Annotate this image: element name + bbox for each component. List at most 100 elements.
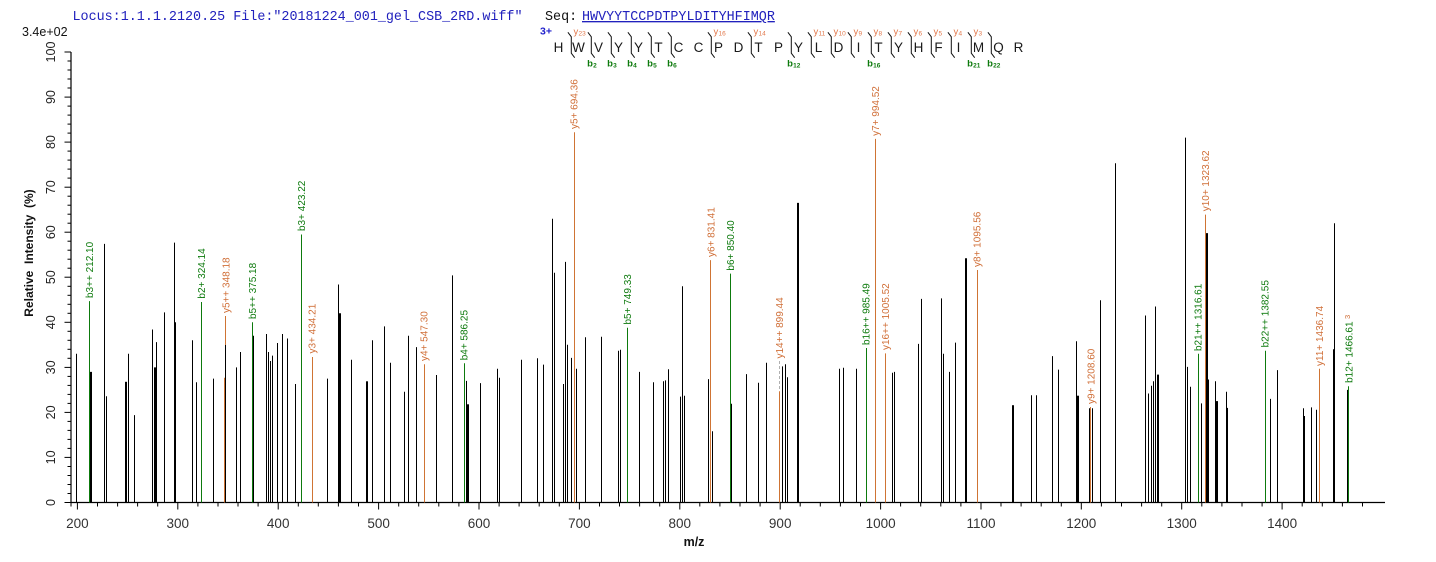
svg-text:90: 90 xyxy=(44,90,58,104)
svg-text:y11+ 1436.74: y11+ 1436.74 xyxy=(1315,305,1326,366)
svg-text:y14++ 899.44: y14++ 899.44 xyxy=(775,297,786,359)
svg-text:y: y xyxy=(974,27,979,38)
svg-text:6: 6 xyxy=(919,31,923,38)
svg-text:5: 5 xyxy=(939,31,943,38)
svg-text:y5++ 348.18: y5++ 348.18 xyxy=(222,257,233,313)
svg-text:23: 23 xyxy=(579,31,587,38)
svg-text:16: 16 xyxy=(873,63,881,70)
svg-text:T: T xyxy=(654,40,662,55)
svg-text:10: 10 xyxy=(839,31,847,38)
svg-text:y3+ 434.21: y3+ 434.21 xyxy=(308,303,319,353)
svg-text:2: 2 xyxy=(593,63,597,70)
svg-text:3+: 3+ xyxy=(540,26,552,38)
svg-text:b2+ 324.14: b2+ 324.14 xyxy=(197,248,208,299)
svg-text:Q: Q xyxy=(993,40,1004,55)
svg-text:11: 11 xyxy=(819,31,826,38)
svg-text:1400: 1400 xyxy=(1267,516,1297,531)
svg-text:D: D xyxy=(834,40,844,55)
svg-text:80: 80 xyxy=(44,135,58,149)
svg-text:b: b xyxy=(627,59,633,70)
svg-text:3.4e+02: 3.4e+02 xyxy=(22,25,68,39)
svg-text:HWVYYTCCPDTPYLDITYHFIMQR: HWVYYTCCPDTPYLDITYHFIMQR xyxy=(582,10,775,25)
svg-text:300: 300 xyxy=(167,516,190,531)
svg-text:y: y xyxy=(714,27,719,38)
svg-text:T: T xyxy=(754,40,762,55)
svg-text:y: y xyxy=(954,27,959,38)
svg-text:14: 14 xyxy=(759,31,767,38)
svg-text:b12+ 1466.61: b12+ 1466.61 xyxy=(1345,321,1356,383)
svg-text:Locus:1.1.1.2120.25 File:"2018: Locus:1.1.1.2120.25 File:"20181224_001_g… xyxy=(73,10,523,25)
svg-text:y: y xyxy=(874,27,879,38)
svg-text:b21++ 1316.61: b21++ 1316.61 xyxy=(1194,283,1205,351)
svg-text:Y: Y xyxy=(634,40,643,55)
svg-text:y4+ 547.30: y4+ 547.30 xyxy=(420,311,431,361)
svg-text:b: b xyxy=(587,59,593,70)
svg-text:100: 100 xyxy=(44,42,58,63)
svg-text:y: y xyxy=(754,27,759,38)
svg-text:50: 50 xyxy=(44,270,58,284)
svg-text:I: I xyxy=(957,40,961,55)
svg-text:30: 30 xyxy=(44,360,58,374)
svg-text:y: y xyxy=(834,27,839,38)
svg-text:Y: Y xyxy=(794,40,803,55)
svg-text:y5+ 694.36: y5+ 694.36 xyxy=(570,79,581,129)
svg-text:W: W xyxy=(572,40,585,55)
svg-text:40: 40 xyxy=(44,315,58,329)
svg-text:20: 20 xyxy=(44,405,58,419)
svg-text:H: H xyxy=(554,40,564,55)
svg-text:b: b xyxy=(967,59,973,70)
svg-text:1100: 1100 xyxy=(966,516,995,531)
svg-text:I: I xyxy=(857,40,861,55)
svg-text:500: 500 xyxy=(367,516,390,531)
svg-text:800: 800 xyxy=(669,516,692,531)
svg-text:12: 12 xyxy=(793,63,801,70)
svg-text:R: R xyxy=(1014,40,1024,55)
svg-text:D: D xyxy=(734,40,744,55)
svg-text:Seq:: Seq: xyxy=(545,10,577,25)
svg-text:9: 9 xyxy=(859,31,863,38)
svg-text:21: 21 xyxy=(973,63,981,70)
svg-text:b22++ 1382.55: b22++ 1382.55 xyxy=(1261,280,1272,348)
svg-text:y: y xyxy=(814,27,819,38)
svg-text:6: 6 xyxy=(673,63,677,70)
svg-text:b3+ 423.22: b3+ 423.22 xyxy=(297,180,308,231)
svg-text:T: T xyxy=(874,40,882,55)
svg-text:900: 900 xyxy=(769,516,792,531)
svg-text:7: 7 xyxy=(899,31,903,38)
svg-text:y6+ 831.41: y6+ 831.41 xyxy=(707,207,718,257)
svg-text:L: L xyxy=(815,40,823,55)
svg-text:y: y xyxy=(914,27,919,38)
svg-text:y9+ 1208.60: y9+ 1208.60 xyxy=(1087,348,1098,404)
svg-text:3: 3 xyxy=(613,63,617,70)
svg-text:10: 10 xyxy=(44,450,58,464)
svg-text:y: y xyxy=(934,27,939,38)
svg-text:y: y xyxy=(854,27,859,38)
svg-text:F: F xyxy=(934,40,942,55)
svg-text:b: b xyxy=(667,59,673,70)
svg-text:Relative Intensity (%): Relative Intensity (%) xyxy=(22,189,36,316)
svg-text:0: 0 xyxy=(44,499,58,506)
svg-text:P: P xyxy=(774,40,783,55)
svg-text:y7+ 994.52: y7+ 994.52 xyxy=(871,86,882,136)
svg-text:b: b xyxy=(867,59,873,70)
svg-text:400: 400 xyxy=(267,516,290,531)
svg-text:b: b xyxy=(987,59,993,70)
svg-text:3: 3 xyxy=(979,31,983,38)
svg-text:y: y xyxy=(894,27,899,38)
svg-text:70: 70 xyxy=(44,180,58,194)
svg-text:16: 16 xyxy=(719,31,727,38)
svg-text:1300: 1300 xyxy=(1167,516,1197,531)
svg-text:Y: Y xyxy=(614,40,623,55)
svg-text:22: 22 xyxy=(993,63,1001,70)
svg-text:1200: 1200 xyxy=(1066,516,1096,531)
svg-text:b: b xyxy=(647,59,653,70)
svg-text:3: 3 xyxy=(1343,315,1352,319)
svg-text:b6+ 850.40: b6+ 850.40 xyxy=(726,220,737,271)
svg-text:Y: Y xyxy=(894,40,903,55)
svg-text:600: 600 xyxy=(468,516,491,531)
svg-text:b: b xyxy=(787,59,793,70)
svg-text:M: M xyxy=(973,40,984,55)
svg-text:b5+ 749.33: b5+ 749.33 xyxy=(623,274,634,325)
svg-text:5: 5 xyxy=(653,63,657,70)
svg-text:60: 60 xyxy=(44,225,58,239)
